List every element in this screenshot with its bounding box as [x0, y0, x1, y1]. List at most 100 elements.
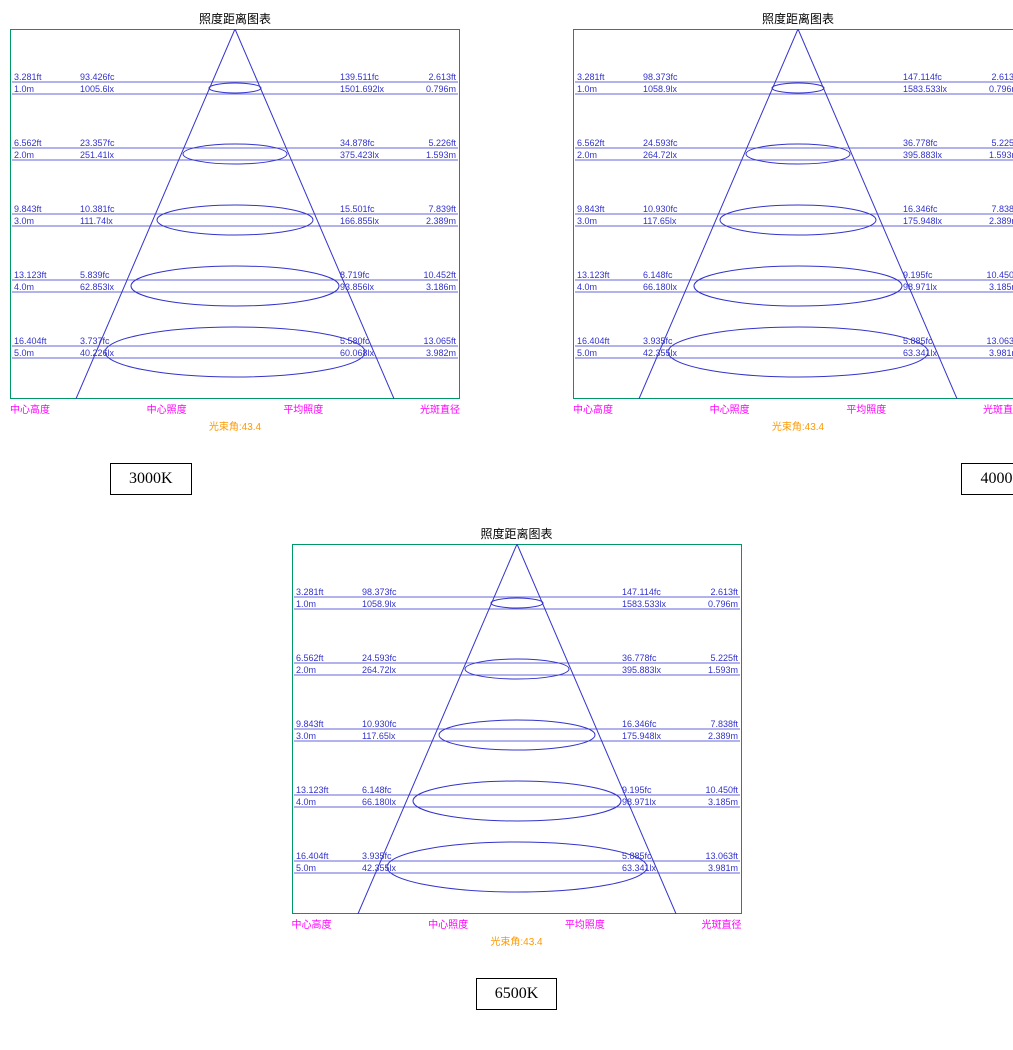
row-r4: 1.593m [707, 665, 737, 675]
chart-title: 照度距离图表 [480, 525, 552, 542]
row-r2: 1583.533lx [622, 599, 667, 609]
row-r1: 9.195fc [903, 270, 933, 280]
row-l1: 9.843ft [296, 719, 324, 729]
chart-3000k: 照度距离图表3.281ft1.0m93.426fc1005.6lx139.511… [10, 10, 460, 495]
row-r2: 395.883lx [622, 665, 662, 675]
row-r4: 2.389m [707, 731, 737, 741]
beam-ellipse [387, 842, 647, 892]
row-r4: 2.389m [989, 216, 1013, 226]
beam-ellipse [157, 205, 313, 235]
row-l2: 3.0m [14, 216, 34, 226]
row-r3: 10.450ft [986, 270, 1013, 280]
row-l1: 9.843ft [14, 204, 42, 214]
row-r4: 0.796m [989, 84, 1013, 94]
footer-label: 平均照度 [283, 401, 323, 416]
row-r4: 3.981m [989, 348, 1013, 358]
row-l3: 5.839fc [80, 270, 110, 280]
beam-ellipse [491, 598, 543, 608]
row-r1: 5.580fc [340, 336, 370, 346]
row-r4: 1.593m [426, 150, 456, 160]
beam-ellipse [772, 83, 824, 93]
top-row: 照度距离图表3.281ft1.0m93.426fc1005.6lx139.511… [10, 10, 1013, 495]
row-l3: 6.148fc [643, 270, 673, 280]
footer-labels: 中心高度 中心照度 平均照度 光斑直径 [573, 401, 1013, 416]
row-r3: 5.225ft [710, 653, 738, 663]
row-r3: 10.450ft [705, 785, 738, 795]
beam-ellipse [439, 720, 595, 750]
row-l3: 10.930fc [643, 204, 678, 214]
row-r2: 1583.533lx [903, 84, 948, 94]
chart-caption: 4000K [961, 463, 1013, 495]
row-r1: 16.346fc [622, 719, 657, 729]
row-r2: 175.948lx [903, 216, 943, 226]
row-r1: 139.511fc [340, 72, 379, 82]
row-r4: 3.186m [426, 282, 456, 292]
row-l3: 3.935fc [362, 851, 392, 861]
row-r4: 0.796m [707, 599, 737, 609]
row-r3: 10.452ft [423, 270, 456, 280]
row-l1: 16.404ft [577, 336, 610, 346]
beam-ellipse [720, 205, 876, 235]
row-l4: 66.180lx [643, 282, 678, 292]
row-r4: 3.185m [989, 282, 1013, 292]
row-r2: 98.971lx [622, 797, 657, 807]
row-r2: 63.341lx [903, 348, 938, 358]
row-r2: 93.856lx [340, 282, 375, 292]
chart-caption: 3000K [110, 463, 192, 495]
row-l2: 4.0m [296, 797, 316, 807]
row-l3: 23.357fc [80, 138, 115, 148]
row-l2: 2.0m [577, 150, 597, 160]
chart-title: 照度距离图表 [199, 10, 271, 27]
row-l2: 4.0m [14, 282, 34, 292]
row-r2: 63.341lx [622, 863, 657, 873]
row-r4: 3.981m [707, 863, 737, 873]
row-l1: 9.843ft [577, 204, 605, 214]
row-r4: 3.982m [426, 348, 456, 358]
footer-labels: 中心高度 中心照度 平均照度 光斑直径 [10, 401, 460, 416]
row-r1: 15.501fc [340, 204, 375, 214]
footer-label: 中心高度 [573, 401, 613, 416]
row-l1: 3.281ft [296, 587, 324, 597]
row-l2: 3.0m [577, 216, 597, 226]
beam-angle-label: 光束角:43.4 [209, 418, 261, 433]
row-r1: 36.778fc [622, 653, 657, 663]
page: 照度距离图表3.281ft1.0m93.426fc1005.6lx139.511… [10, 10, 1013, 1010]
row-r3: 5.226ft [428, 138, 456, 148]
row-l4: 40.226lx [80, 348, 115, 358]
row-r4: 1.593m [989, 150, 1013, 160]
row-r1: 9.195fc [622, 785, 652, 795]
row-l4: 1005.6lx [80, 84, 115, 94]
row-r4: 0.796m [426, 84, 456, 94]
footer-label: 光斑直径 [983, 401, 1013, 416]
row-r3: 13.063ft [986, 336, 1013, 346]
row-r2: 1501.692lx [340, 84, 385, 94]
row-l4: 62.853lx [80, 282, 115, 292]
row-r3: 5.225ft [991, 138, 1013, 148]
row-l1: 6.562ft [577, 138, 605, 148]
row-l4: 1058.9lx [643, 84, 678, 94]
row-l3: 6.148fc [362, 785, 392, 795]
row-r4: 2.389m [426, 216, 456, 226]
row-r2: 60.068lx [340, 348, 375, 358]
beam-angle-label: 光束角:43.4 [772, 418, 824, 433]
row-r3: 13.063ft [705, 851, 738, 861]
row-l4: 264.72lx [362, 665, 397, 675]
beam-ellipse [105, 327, 365, 377]
row-r1: 36.778fc [903, 138, 938, 148]
beam-ellipse [131, 266, 339, 306]
row-r2: 375.423lx [340, 150, 380, 160]
beam-ellipse [183, 144, 287, 164]
row-l1: 16.404ft [296, 851, 329, 861]
row-r3: 2.613ft [428, 72, 456, 82]
row-r2: 98.971lx [903, 282, 938, 292]
footer-label: 光斑直径 [701, 916, 741, 931]
row-l4: 117.65lx [643, 216, 677, 226]
row-r1: 16.346fc [903, 204, 938, 214]
footer-label: 中心高度 [10, 401, 50, 416]
beam-ellipse [694, 266, 902, 306]
row-r1: 8.719fc [340, 270, 370, 280]
row-l3: 98.373fc [362, 587, 397, 597]
row-l4: 264.72lx [643, 150, 678, 160]
row-l1: 13.123ft [296, 785, 329, 795]
row-l4: 42.355lx [643, 348, 678, 358]
